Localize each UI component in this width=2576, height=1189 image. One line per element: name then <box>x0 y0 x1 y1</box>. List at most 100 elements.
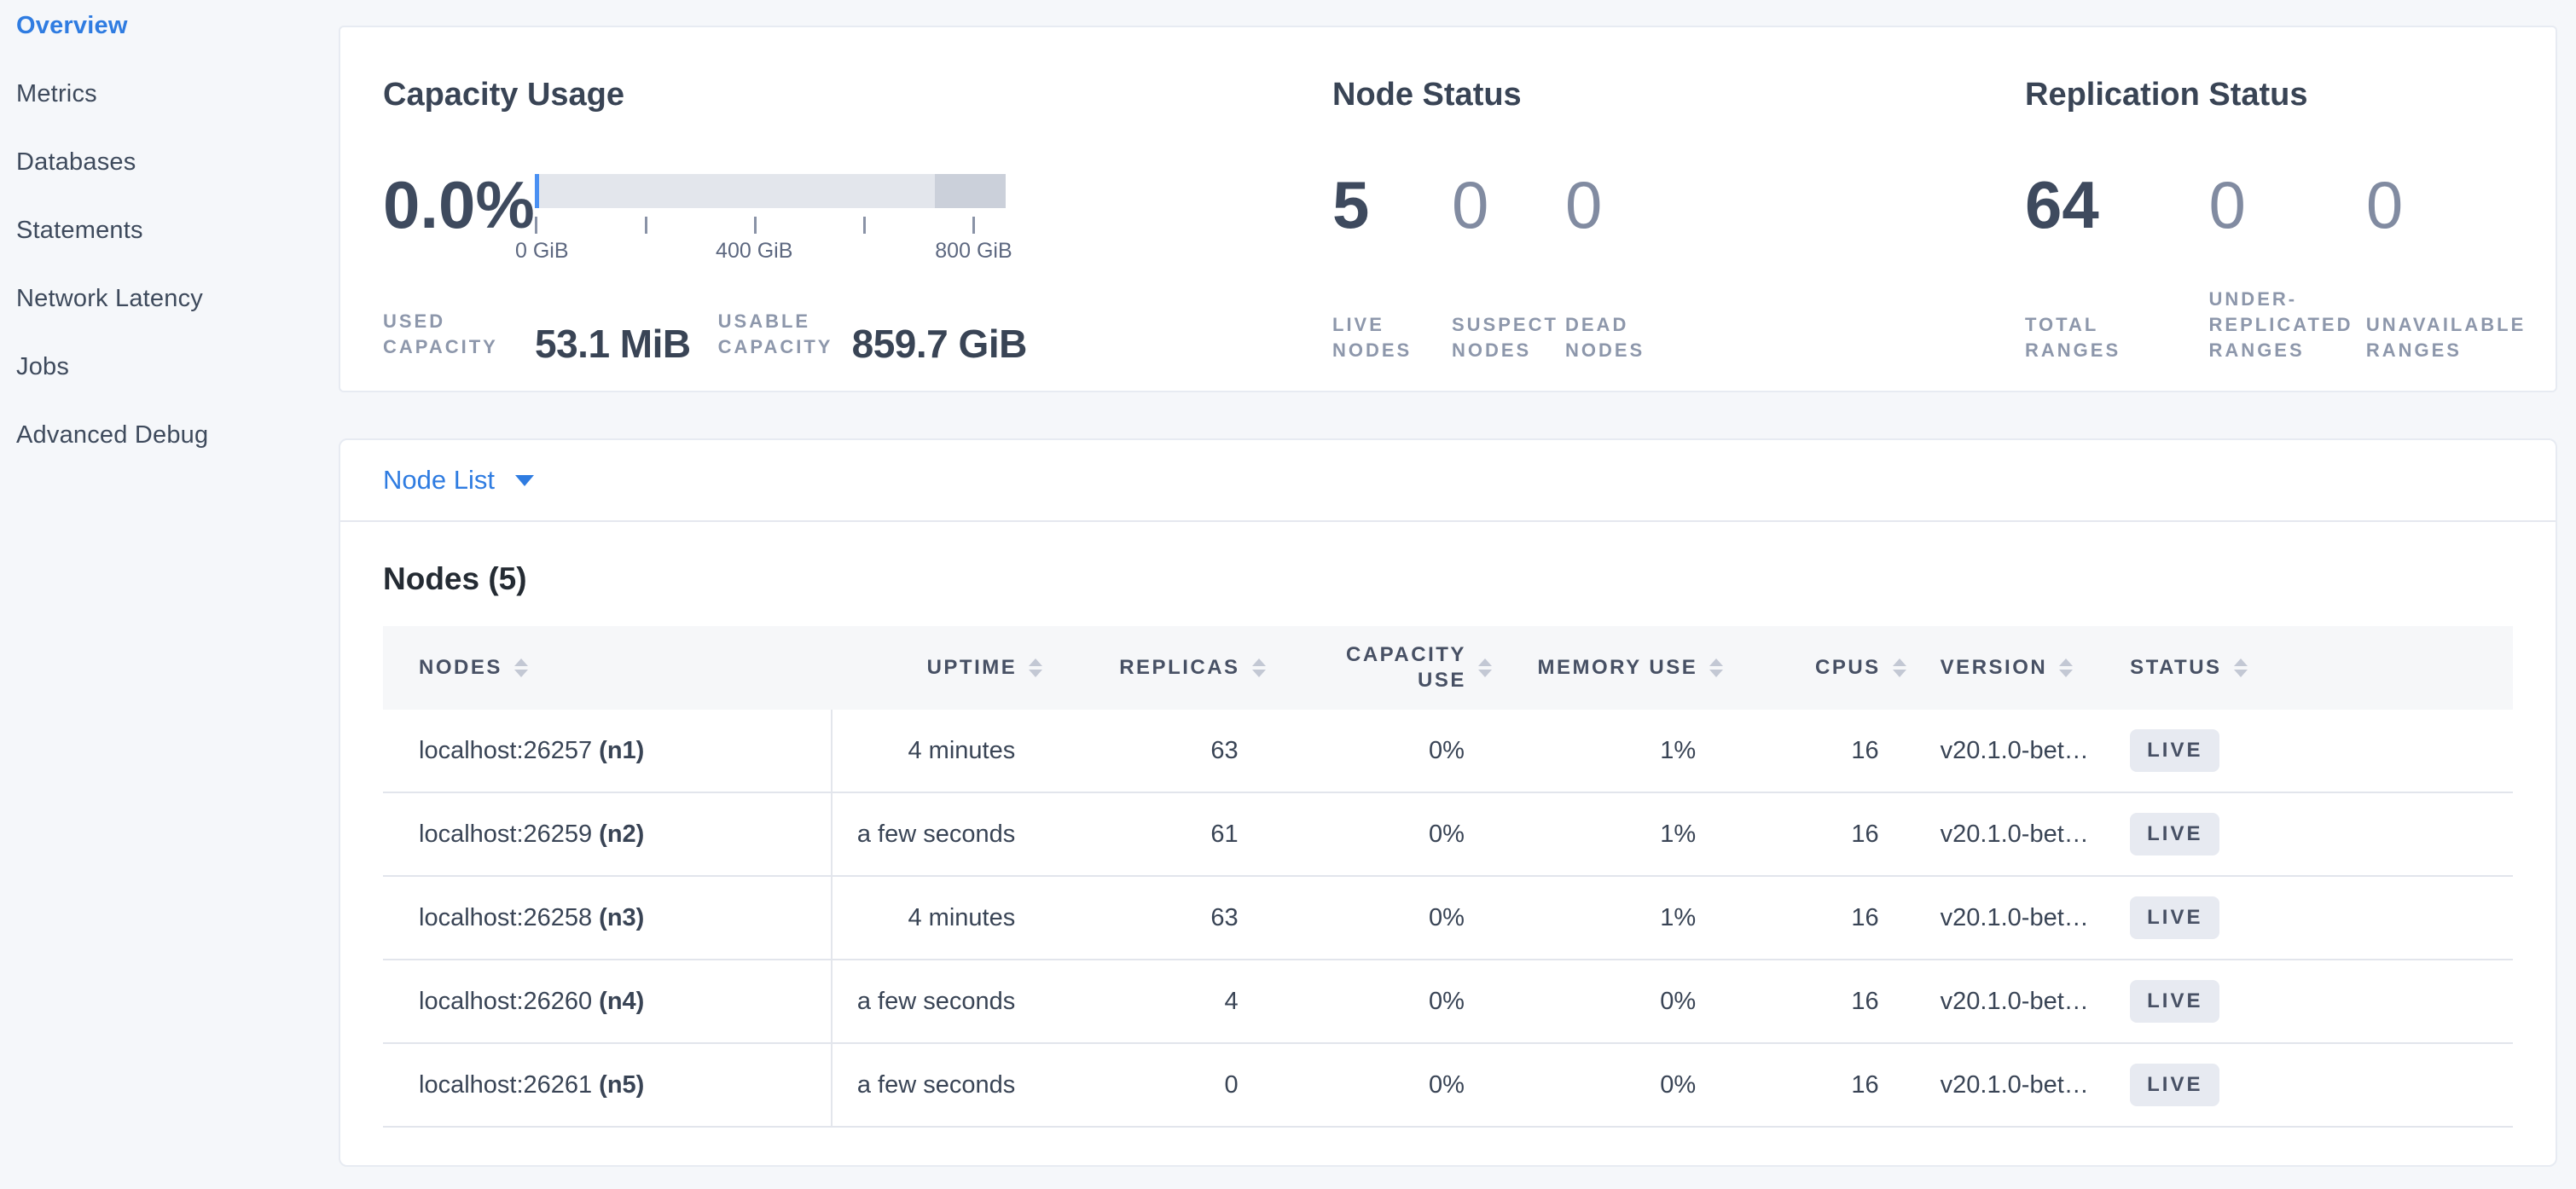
column-header-memory-use[interactable]: MEMORY USE <box>1465 626 1724 710</box>
cpus-cell: 16 <box>1851 903 1879 931</box>
column-header-label: MEMORY USE <box>1537 656 1698 679</box>
memory-use-cell: 1% <box>1660 736 1697 764</box>
node-address[interactable]: localhost:26257 <box>419 736 593 764</box>
sort-icon[interactable] <box>1709 658 1724 677</box>
node-list-dropdown-label[interactable]: Node List <box>383 465 495 495</box>
nodes-table: NODES UPTIME REPLICAS CAPACITY USE MEMOR… <box>383 626 2513 1128</box>
sidebar-item-databases[interactable]: Databases <box>16 148 136 176</box>
column-header-label: CAPACITY USE <box>1346 643 1466 692</box>
sidebar-item-overview[interactable]: Overview <box>16 11 128 39</box>
chevron-down-icon[interactable] <box>514 474 534 486</box>
tick-mark <box>644 217 647 234</box>
column-header-label: REPLICAS <box>1119 656 1240 679</box>
capacity-bar-used-segment <box>535 174 539 208</box>
tick-mark <box>863 217 867 234</box>
cpus-cell: 16 <box>1851 736 1879 764</box>
node-name-cell[interactable]: localhost:26261 (n5) <box>383 1044 833 1126</box>
under-replicated-metric: 0 UNDER-REPLICATED RANGES <box>2209 169 2366 363</box>
column-header-cpus[interactable]: CPUS <box>1696 626 1906 710</box>
total-ranges-label: TOTAL RANGES <box>2025 314 2121 361</box>
unavailable-ranges-value: 0 <box>2365 167 2404 242</box>
column-header-label: STATUS <box>2130 656 2222 679</box>
memory-use-cell: 1% <box>1660 903 1697 931</box>
memory-use-cell: 0% <box>1660 987 1697 1015</box>
node-id: (n2) <box>599 820 645 848</box>
main-content: Capacity Usage 0.0% <box>339 26 2557 1167</box>
capacity-use-cell: 0% <box>1428 736 1465 764</box>
uptime-cell: a few seconds <box>856 987 1016 1015</box>
version-cell: v20.1.0-bet… <box>1940 903 2089 931</box>
axis-label-800gib: 800 GiB <box>935 239 1012 263</box>
version-cell: v20.1.0-bet… <box>1940 987 2089 1015</box>
suspect-nodes-metric: 0 SUSPECT NODES <box>1452 169 1565 363</box>
node-address[interactable]: localhost:26261 <box>419 1070 593 1099</box>
status-badge: LIVE <box>2130 813 2220 856</box>
dead-nodes-value: 0 <box>1565 167 1603 242</box>
node-address[interactable]: localhost:26260 <box>419 987 593 1015</box>
capacity-use-cell: 0% <box>1428 820 1465 848</box>
table-row: localhost:26258 (n3) 4 minutes 63 0% 1% 1… <box>383 877 2513 960</box>
unavailable-ranges-label: UNAVAILABLE RANGES <box>2365 314 2527 361</box>
node-name-cell[interactable]: localhost:26258 (n3) <box>383 877 833 959</box>
column-header-label: UPTIME <box>926 656 1018 679</box>
sort-icon[interactable] <box>1029 658 1043 677</box>
column-header-replicas[interactable]: REPLICAS <box>1015 626 1266 710</box>
uptime-cell: 4 minutes <box>908 903 1016 931</box>
capacity-axis-labels: 0 GiB 400 GiB 800 GiB <box>515 239 1012 264</box>
sort-icon[interactable] <box>2059 658 2074 677</box>
used-capacity-value: 53.1 MiB <box>535 322 691 366</box>
node-name-cell[interactable]: localhost:26257 (n1) <box>383 710 833 792</box>
under-replicated-label: UNDER-REPLICATED RANGES <box>2208 288 2353 361</box>
sort-icon[interactable] <box>2233 658 2248 677</box>
node-list-dropdown[interactable]: Node List <box>340 440 2556 522</box>
column-header-nodes[interactable]: NODES <box>383 626 833 710</box>
capacity-use-cell: 0% <box>1428 903 1465 931</box>
dead-nodes-label: DEAD NODES <box>1565 314 1645 361</box>
sidebar-item-advanced-debug[interactable]: Advanced Debug <box>16 420 209 449</box>
live-nodes-value: 5 <box>1332 167 1370 242</box>
status-cell: LIVE <box>2130 960 2513 1042</box>
node-id: (n5) <box>599 1070 645 1099</box>
node-id: (n3) <box>599 903 645 931</box>
sidebar-item-network-latency[interactable]: Network Latency <box>16 284 203 312</box>
node-status-section: Node Status 5 LIVE NODES 0 SUSPECT NODES… <box>1332 27 2025 391</box>
sort-icon[interactable] <box>1892 658 1906 677</box>
node-address[interactable]: localhost:26258 <box>419 903 593 931</box>
usable-capacity-value: 859.7 GiB <box>851 322 1028 366</box>
sidebar-item-statements[interactable]: Statements <box>16 216 143 244</box>
replicas-cell: 4 <box>1224 987 1239 1015</box>
sidebar-item-metrics[interactable]: Metrics <box>16 79 97 107</box>
tick-mark <box>535 217 537 234</box>
node-id: (n1) <box>599 736 645 764</box>
node-address[interactable]: localhost:26259 <box>419 820 593 848</box>
sort-icon[interactable] <box>1251 658 1266 677</box>
node-name-cell[interactable]: localhost:26259 (n2) <box>383 793 833 875</box>
capacity-bar <box>535 174 1006 208</box>
replicas-cell: 0 <box>1224 1070 1239 1099</box>
column-header-status[interactable]: STATUS <box>2130 626 2513 710</box>
capacity-use-cell: 0% <box>1428 1070 1465 1099</box>
sort-icon[interactable] <box>513 658 528 677</box>
node-name-cell[interactable]: localhost:26260 (n4) <box>383 960 833 1042</box>
sidebar-item-jobs[interactable]: Jobs <box>16 352 70 380</box>
status-cell: LIVE <box>2130 1044 2513 1126</box>
unavailable-ranges-metric: 0 UNAVAILABLE RANGES <box>2366 169 2556 363</box>
column-header-uptime[interactable]: UPTIME <box>833 626 1043 710</box>
status-cell: LIVE <box>2130 793 2513 875</box>
column-header-capacity-use[interactable]: CAPACITY USE <box>1239 626 1492 710</box>
status-cell: LIVE <box>2130 877 2513 959</box>
sort-icon[interactable] <box>1477 658 1492 677</box>
dead-nodes-metric: 0 DEAD NODES <box>1565 169 1663 363</box>
replicas-cell: 63 <box>1210 736 1239 764</box>
nodes-table-header: NODES UPTIME REPLICAS CAPACITY USE MEMOR… <box>383 626 2513 710</box>
status-badge: LIVE <box>2130 729 2220 772</box>
suspect-nodes-label: SUSPECT NODES <box>1452 314 1558 361</box>
suspect-nodes-value: 0 <box>1452 167 1489 242</box>
tick-mark <box>753 217 757 234</box>
nodes-table-title: Nodes (5) <box>383 561 527 596</box>
live-nodes-label: LIVE NODES <box>1332 314 1413 361</box>
memory-use-cell: 0% <box>1660 1070 1697 1099</box>
status-cell: LIVE <box>2130 710 2513 792</box>
capacity-bar-chart: 0 GiB 400 GiB 800 GiB <box>515 169 1012 264</box>
column-header-version[interactable]: VERSION <box>1879 626 2130 710</box>
